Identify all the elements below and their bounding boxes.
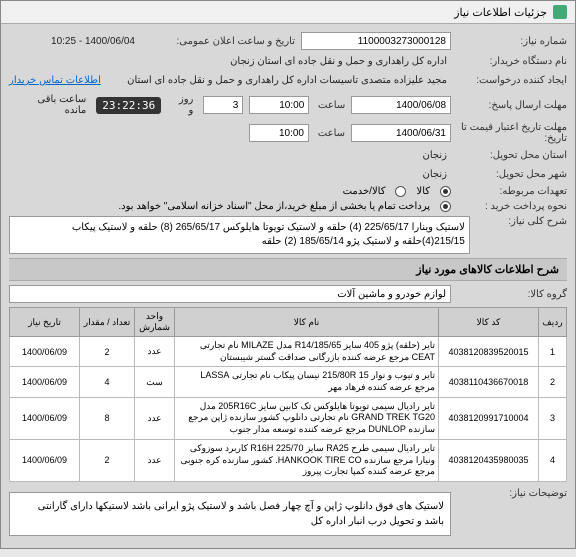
cell-qty: 2 — [80, 337, 135, 367]
cell-desc: تایر رادیال سیمی تویوتا هایلوکس تک کابین… — [175, 397, 439, 439]
delivery-state: زنجان — [419, 148, 451, 163]
cell-unit: ست — [135, 367, 175, 397]
th-idx: ردیف — [539, 308, 567, 337]
buyer-value: اداره کل راهداری و حمل و نقل جاده ای است… — [9, 54, 451, 69]
payment-options: پرداخت تمام یا بخشی از مبلغ خرید،از محل … — [118, 201, 451, 212]
validity-time: 10:00 — [249, 124, 309, 142]
remain-days: 3 — [203, 96, 243, 114]
cell-qty: 4 — [80, 367, 135, 397]
opt-goods-service-label: کالا/خدمت — [343, 186, 386, 197]
requester-value: مجید علیزاده متصدی تاسیسات اداره کل راهد… — [107, 73, 451, 88]
table-row: 44038120435980035تایر رادیال سیمی طرح RA… — [10, 439, 567, 481]
info-window: جزئیات اطلاعات نیاز شماره نیاز: 11000032… — [0, 0, 576, 549]
cell-desc: تایر (حلقه) پژو 405 سایز R14/185/65 مدل … — [175, 337, 439, 367]
payment-label: نحوه پرداخت خرید : — [457, 201, 567, 212]
cell-unit: عدد — [135, 397, 175, 439]
need-no-field: 1100003273000128 — [301, 32, 451, 50]
time-label-1: ساعت — [315, 100, 345, 111]
cell-unit: عدد — [135, 337, 175, 367]
cell-idx: 1 — [539, 337, 567, 367]
requester-label: ایجاد کننده درخواست: — [457, 75, 567, 86]
remain-label: ساعت باقی مانده — [9, 92, 90, 118]
th-code: کد کالا — [439, 308, 539, 337]
cell-qty: 2 — [80, 439, 135, 481]
deadline-date: 1400/06/08 — [351, 96, 451, 114]
table-row: 34038120991710004تایر رادیال سیمی تویوتا… — [10, 397, 567, 439]
goods-table: ردیف کد کالا نام کالا واحد شمارش تعداد /… — [9, 307, 567, 482]
cell-date: 1400/06/09 — [10, 367, 80, 397]
window-title: جزئیات اطلاعات نیاز — [454, 6, 547, 19]
cell-code: 4038120991710004 — [439, 397, 539, 439]
delivery-city: زنجان — [419, 167, 451, 182]
cell-qty: 8 — [80, 397, 135, 439]
cell-desc: تایر رادیال سیمی طرح RA25 سایز R16H 225/… — [175, 439, 439, 481]
radio-goods-service[interactable] — [395, 186, 406, 197]
table-row: 14038120839520015تایر (حلقه) پژو 405 سای… — [10, 337, 567, 367]
announce-value: 1400/06/04 - 10:25 — [47, 34, 139, 49]
form-area: شماره نیاز: 1100003273000128 تاریخ و ساع… — [1, 24, 575, 548]
announce-label: تاریخ و ساعت اعلان عمومی: — [145, 36, 295, 47]
cell-code: 4038120435980035 — [439, 439, 539, 481]
cell-code: 4038120839520015 — [439, 337, 539, 367]
th-date: تاریخ نیاز — [10, 308, 80, 337]
notes-text: لاستیک های فوق دانلوپ ژاپن و آچ چهار فصل… — [9, 492, 451, 536]
cell-idx: 3 — [539, 397, 567, 439]
cell-idx: 2 — [539, 367, 567, 397]
delivery-state-label: استان محل تحویل: — [457, 150, 567, 161]
cell-date: 1400/06/09 — [10, 439, 80, 481]
validity-date: 1400/06/31 — [351, 124, 451, 142]
th-name: نام کالا — [175, 308, 439, 337]
cell-idx: 4 — [539, 439, 567, 481]
deadline-time: 10:00 — [249, 96, 309, 114]
need-no-label: شماره نیاز: — [457, 36, 567, 47]
buyer-label: نام دستگاه خریدار: — [457, 56, 567, 67]
goods-section-header: شرح اطلاعات کالاهای مورد نیاز — [9, 258, 567, 281]
cell-unit: عدد — [135, 439, 175, 481]
cell-code: 4038110436670018 — [439, 367, 539, 397]
payment-note: پرداخت تمام یا بخشی از مبلغ خرید،از محل … — [118, 201, 430, 212]
desc-label: شرح کلی نیاز: — [476, 216, 567, 227]
group-label: گروه کالا: — [457, 289, 567, 300]
title-bar: جزئیات اطلاعات نیاز — [1, 1, 575, 24]
commit-options: کالا کالا/خدمت — [343, 186, 451, 197]
cell-date: 1400/06/09 — [10, 397, 80, 439]
desc-text: لاستیک وینارا 225/65/17 (4) حلقه و لاستی… — [9, 216, 470, 254]
validity-label: مهلت تاریخ اعتبار قیمت تا تاریخ: — [457, 122, 567, 144]
radio-payment[interactable] — [440, 201, 451, 212]
table-row: 24038110436670018تایر و تیوب و نوار 215/… — [10, 367, 567, 397]
delivery-city-label: شهر محل تحویل: — [457, 169, 567, 180]
group-field: لوازم خودرو و ماشین آلات — [9, 285, 451, 303]
contact-link[interactable]: اطلاعات تماس خریدار — [9, 75, 101, 86]
countdown-timer: 23:22:36 — [96, 97, 161, 114]
radio-goods[interactable] — [440, 186, 451, 197]
commit-label: تعهدات مربوطه: — [457, 186, 567, 197]
th-unit: واحد شمارش — [135, 308, 175, 337]
th-qty: تعداد / مقدار — [80, 308, 135, 337]
window-icon — [553, 5, 567, 19]
day-label: روز و — [167, 92, 197, 118]
notes-label: توضیحات نیاز: — [457, 488, 567, 499]
opt-goods-label: کالا — [416, 186, 430, 197]
cell-desc: تایر و تیوب و نوار 215/80R 15 نیسان پیکا… — [175, 367, 439, 397]
cell-date: 1400/06/09 — [10, 337, 80, 367]
time-label-2: ساعت — [315, 128, 345, 139]
deadline-label: مهلت ارسال پاسخ: — [457, 100, 567, 111]
